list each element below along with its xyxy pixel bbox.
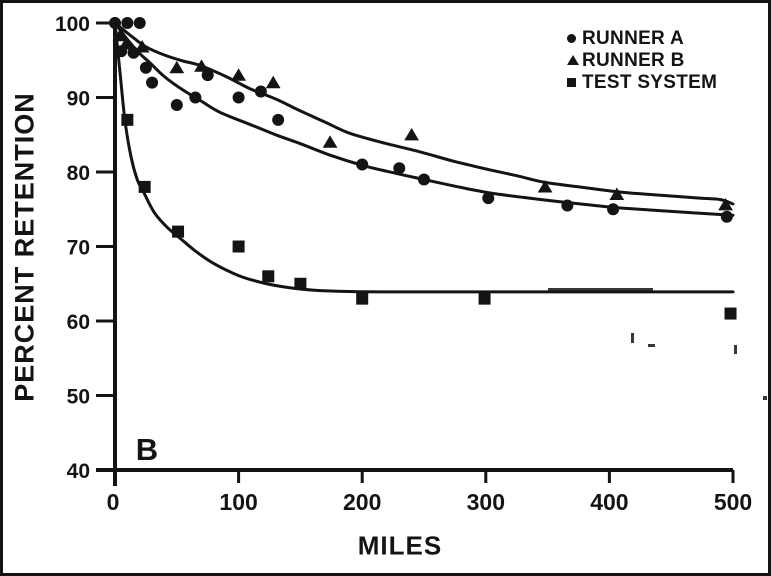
legend-item-runner-a: RUNNER A xyxy=(567,27,717,49)
x-tick-label-0: 0 xyxy=(107,489,120,515)
x-tick-label-100: 100 xyxy=(219,489,257,515)
fit-curve-test-system xyxy=(113,21,735,294)
marker-runner-b xyxy=(322,135,338,148)
marker-test-system xyxy=(294,277,307,290)
marker-runner-b xyxy=(231,68,246,81)
panel-label: B xyxy=(135,432,159,467)
y-tick-label-40: 40 xyxy=(67,460,90,483)
marker-runner-b xyxy=(112,28,128,42)
y-tick-label-50: 50 xyxy=(67,386,90,409)
marker-runner-b xyxy=(404,127,420,141)
scan-artifact xyxy=(734,345,737,354)
marker-runner-b xyxy=(134,40,150,53)
legend-item-runner-b: RUNNER B xyxy=(567,49,717,71)
legend-label: RUNNER B xyxy=(582,49,685,71)
marker-runner-b xyxy=(169,60,185,74)
marker-runner-a xyxy=(109,17,121,29)
marker-runner-b xyxy=(118,37,134,50)
marker-test-system xyxy=(724,307,737,320)
y-tick-label-60: 60 xyxy=(67,311,90,334)
scan-artifact xyxy=(763,396,767,400)
marker-runner-a xyxy=(272,113,285,126)
x-tick-label-400: 400 xyxy=(590,489,628,515)
marker-test-system xyxy=(138,180,151,193)
marker-test-system xyxy=(232,240,245,253)
marker-runner-a xyxy=(418,173,430,186)
marker-runner-a xyxy=(393,162,406,175)
marker-runner-b xyxy=(537,180,553,193)
x-tick-label-200: 200 xyxy=(343,489,381,515)
marker-runner-b xyxy=(718,197,733,211)
marker-runner-a xyxy=(254,85,267,98)
legend-item-test-system: TEST SYSTEM xyxy=(567,71,717,93)
marker-runner-b xyxy=(265,75,281,89)
marker-runner-a xyxy=(139,61,152,74)
marker-runner-a xyxy=(482,192,495,205)
x-axis-title: MILES xyxy=(357,530,443,561)
marker-runner-a xyxy=(133,17,146,29)
legend: RUNNER A RUNNER B TEST SYSTEM xyxy=(567,27,717,93)
marker-test-system xyxy=(356,292,369,305)
marker-runner-a xyxy=(607,203,620,216)
square-marker-icon xyxy=(567,77,582,87)
marker-runner-b xyxy=(194,59,209,72)
fit-curve-runner-b xyxy=(113,21,735,206)
scan-artifact xyxy=(648,344,655,347)
circle-marker-icon xyxy=(567,33,582,43)
marker-runner-a xyxy=(561,199,574,212)
marker-test-system xyxy=(262,270,275,283)
legend-label: TEST SYSTEM xyxy=(582,71,718,93)
marker-test-system xyxy=(172,225,185,238)
marker-runner-a xyxy=(356,158,369,171)
marker-runner-a xyxy=(189,91,202,104)
scan-artifact xyxy=(631,333,634,343)
marker-runner-a xyxy=(146,76,159,89)
y-axis-title: PERCENT RETENTION xyxy=(9,92,40,402)
marker-runner-a xyxy=(170,98,183,111)
scan-artifact xyxy=(548,288,653,293)
marker-test-system xyxy=(121,113,134,126)
legend-label: RUNNER A xyxy=(582,27,684,49)
y-tick-label-70: 70 xyxy=(67,237,90,260)
marker-runner-a xyxy=(720,210,733,223)
triangle-marker-icon xyxy=(567,55,582,65)
y-tick-label-80: 80 xyxy=(67,162,90,185)
marker-runner-a xyxy=(232,91,245,104)
marker-runner-a xyxy=(201,69,214,82)
y-tick-label-90: 90 xyxy=(67,88,90,111)
y-tick-label-100: 100 xyxy=(55,13,90,36)
marker-runner-b xyxy=(609,187,625,200)
marker-runner-a xyxy=(121,17,134,29)
fit-curve-runner-a xyxy=(113,21,735,217)
x-tick-label-300: 300 xyxy=(467,489,505,515)
marker-test-system xyxy=(478,292,491,305)
x-tick-label-500: 500 xyxy=(714,489,752,515)
